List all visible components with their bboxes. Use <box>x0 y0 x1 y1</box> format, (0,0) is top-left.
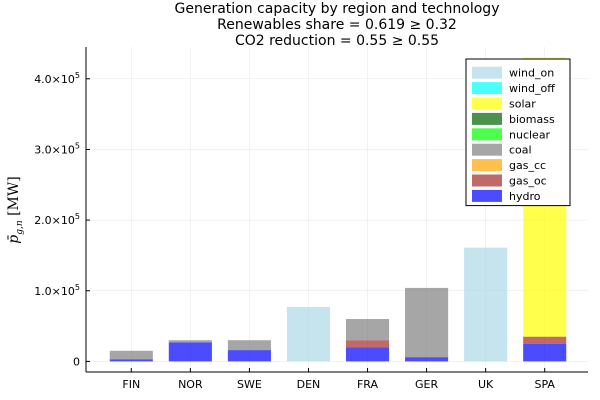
legend-label-wind_on: wind_on <box>509 67 554 80</box>
y-axis-label-unit: [MW] <box>6 176 22 220</box>
chart-title-line-1: Generation capacity by region and techno… <box>174 1 500 17</box>
bar-wind_on-UK <box>464 247 508 362</box>
bar-hydro-SPA <box>523 343 567 362</box>
y-tick-label-1: 1.0×105 <box>34 283 80 298</box>
y-tick-label-2: 2.0×105 <box>34 212 80 227</box>
bar-hydro-SWE <box>227 350 271 362</box>
legend-swatch-wind_off <box>472 82 502 95</box>
bar-coal-NOR <box>168 340 212 343</box>
legend-label-wind_off: wind_off <box>509 82 555 95</box>
axes: 0 1.0×105 2.0×105 3.0×105 4.0×105 FIN NOR SWE DE… <box>34 47 588 391</box>
bar-coal-SWE <box>227 340 271 351</box>
legend-swatch-coal <box>472 143 502 156</box>
bar-gas_oc-FRA <box>345 340 390 348</box>
x-tick-label-DEN: DEN <box>297 378 321 391</box>
y-axis-label-subscript: g,n <box>15 220 25 235</box>
legend-label-solar: solar <box>509 98 536 111</box>
y-axis-label-symbol: p̄ <box>6 234 22 243</box>
legend-label-nuclear: nuclear <box>509 128 551 141</box>
x-tick-label-SPA: SPA <box>534 378 555 391</box>
chart-title-line-3: CO2 reduction = 0.55 ≥ 0.55 <box>234 33 440 49</box>
bar-coal-GER <box>405 287 449 358</box>
legend-swatch-gas_oc <box>472 174 502 187</box>
x-tick-label-GER: GER <box>415 378 438 391</box>
legend-swatch-nuclear <box>472 128 502 141</box>
bar-gas_oc-SPA <box>523 336 567 344</box>
legend-label-gas_oc: gas_oc <box>509 175 547 188</box>
bar-hydro-FRA <box>345 347 390 362</box>
bar-coal-FRA <box>345 319 390 341</box>
y-tick-label-exponent-2: 5 <box>75 212 80 221</box>
y-tick-label-3: 3.0×105 <box>34 141 80 156</box>
y-axis-label-text: p̄g,n [MW] <box>6 176 25 244</box>
x-tick-label-UK: UK <box>478 378 494 391</box>
chart-title-line-2: Renewables share = 0.619 ≥ 0.32 <box>217 17 457 33</box>
legend-swatch-hydro <box>472 189 502 202</box>
bar-coal-FIN <box>109 350 153 360</box>
x-tick-label-FIN: FIN <box>122 378 140 391</box>
bar-hydro-NOR <box>168 342 212 362</box>
y-tick-label-exponent-4: 5 <box>75 71 80 80</box>
legend-swatch-gas_cc <box>472 159 502 172</box>
legend-label-coal: coal <box>509 144 532 157</box>
y-tick-label-exponent-1: 5 <box>75 283 80 292</box>
x-tick-label-SWE: SWE <box>237 378 262 391</box>
bar-wind_on-DEN <box>286 307 331 362</box>
y-axis-label: p̄g,n [MW] <box>6 176 25 244</box>
y-tick-label-4: 4.0×105 <box>34 71 80 86</box>
legend-label-gas_cc: gas_cc <box>509 159 546 172</box>
legend-swatch-solar <box>472 97 502 110</box>
bar-hydro-FIN <box>109 359 153 362</box>
x-tick-label-FRA: FRA <box>357 378 379 391</box>
legend-label-hydro: hydro <box>509 190 541 203</box>
legend-label-biomass: biomass <box>509 113 555 126</box>
y-tick-label-exponent-3: 5 <box>75 141 80 150</box>
x-tick-label-NOR: NOR <box>178 378 203 391</box>
y-tick-label-0: 0 <box>73 355 80 368</box>
legend-swatch-biomass <box>472 112 502 125</box>
bar-hydro-GER <box>405 357 449 362</box>
legend-swatch-wind_on <box>472 66 502 79</box>
